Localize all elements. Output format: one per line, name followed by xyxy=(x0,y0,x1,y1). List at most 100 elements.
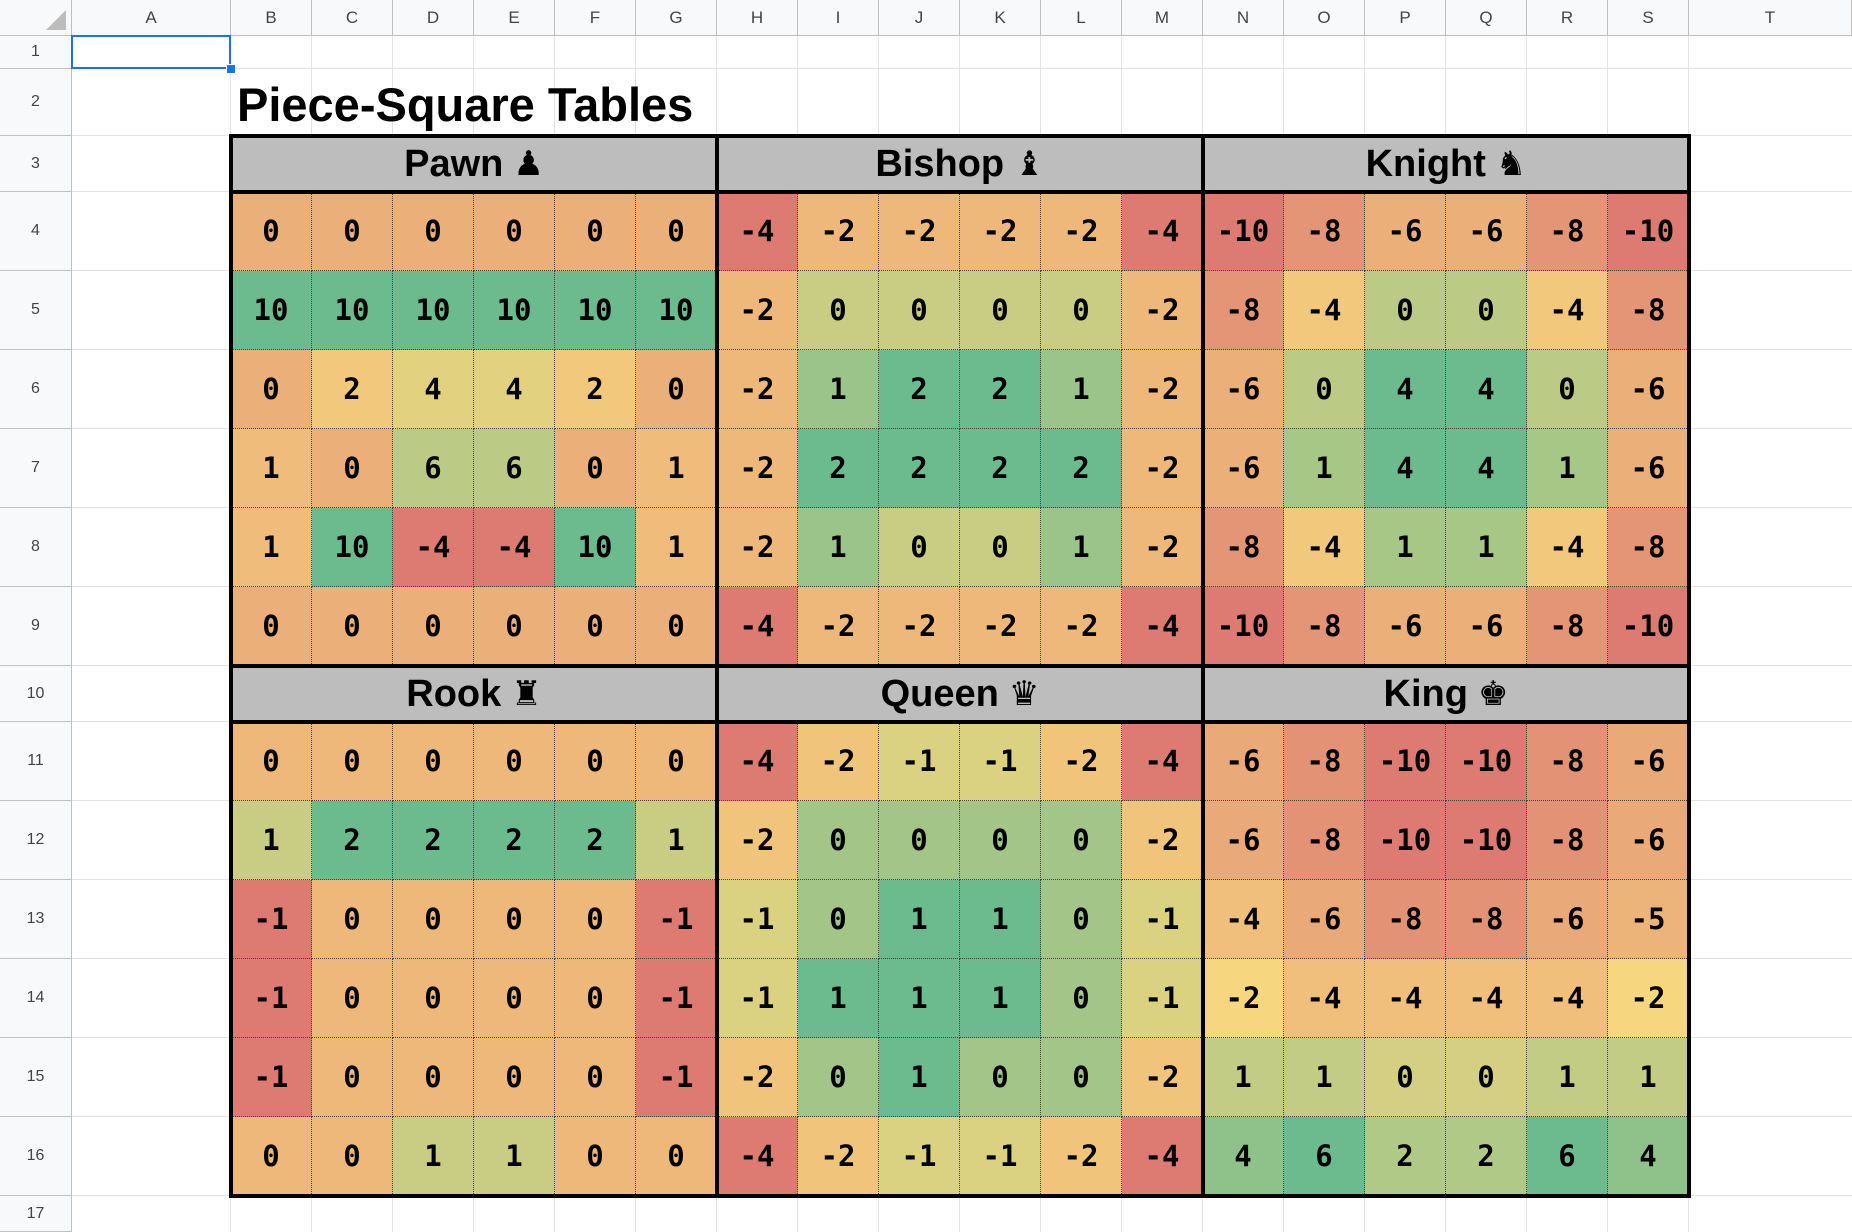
value-cell[interactable]: 2 xyxy=(798,429,879,508)
value-cell[interactable]: 1 xyxy=(474,1117,555,1196)
value-cell[interactable]: 4 xyxy=(1365,350,1446,429)
value-cell[interactable]: 4 xyxy=(1446,350,1527,429)
value-cell[interactable]: -2 xyxy=(798,722,879,801)
value-cell[interactable]: -1 xyxy=(231,959,312,1038)
value-cell[interactable]: 0 xyxy=(474,722,555,801)
value-cell[interactable]: -6 xyxy=(1203,722,1284,801)
row-header-5[interactable]: 5 xyxy=(0,271,72,350)
value-cell[interactable]: -10 xyxy=(1203,192,1284,271)
value-cell[interactable]: 0 xyxy=(798,271,879,350)
value-cell[interactable]: 0 xyxy=(636,722,717,801)
value-cell[interactable]: -1 xyxy=(879,722,960,801)
value-cell[interactable]: -2 xyxy=(960,587,1041,666)
value-cell[interactable]: 0 xyxy=(1041,1038,1122,1117)
value-cell[interactable]: -4 xyxy=(1203,880,1284,959)
value-cell[interactable]: 0 xyxy=(798,1038,879,1117)
column-header-b[interactable]: B xyxy=(231,0,312,36)
column-header-a[interactable]: A xyxy=(72,0,231,36)
value-cell[interactable]: -1 xyxy=(636,959,717,1038)
column-header-r[interactable]: R xyxy=(1527,0,1608,36)
value-cell[interactable]: -10 xyxy=(1608,587,1689,666)
value-cell[interactable]: 1 xyxy=(1284,429,1365,508)
value-cell[interactable]: 2 xyxy=(1041,429,1122,508)
value-cell[interactable]: -6 xyxy=(1608,350,1689,429)
value-cell[interactable]: 2 xyxy=(474,801,555,880)
table-header-bishop[interactable]: Bishop ♝ xyxy=(717,136,1203,192)
value-cell[interactable]: 0 xyxy=(231,192,312,271)
value-cell[interactable]: -2 xyxy=(717,271,798,350)
value-cell[interactable]: 0 xyxy=(312,1038,393,1117)
value-cell[interactable]: 0 xyxy=(555,1117,636,1196)
value-cell[interactable]: -2 xyxy=(717,350,798,429)
value-cell[interactable]: -1 xyxy=(960,722,1041,801)
value-cell[interactable]: 4 xyxy=(393,350,474,429)
value-cell[interactable]: 1 xyxy=(1446,508,1527,587)
column-header-h[interactable]: H xyxy=(717,0,798,36)
value-cell[interactable]: -6 xyxy=(1203,429,1284,508)
value-cell[interactable]: -2 xyxy=(798,587,879,666)
value-cell[interactable]: -4 xyxy=(1527,959,1608,1038)
value-cell[interactable]: 0 xyxy=(798,880,879,959)
value-cell[interactable]: 10 xyxy=(312,271,393,350)
column-header-e[interactable]: E xyxy=(474,0,555,36)
value-cell[interactable]: -4 xyxy=(1284,959,1365,1038)
value-cell[interactable]: 0 xyxy=(636,350,717,429)
value-cell[interactable]: -6 xyxy=(1284,880,1365,959)
value-cell[interactable]: -6 xyxy=(1203,350,1284,429)
value-cell[interactable]: 0 xyxy=(1365,271,1446,350)
value-cell[interactable]: 2 xyxy=(312,350,393,429)
value-cell[interactable]: 10 xyxy=(312,508,393,587)
value-cell[interactable]: -4 xyxy=(717,722,798,801)
value-cell[interactable]: -2 xyxy=(1122,1038,1203,1117)
value-cell[interactable]: 0 xyxy=(960,1038,1041,1117)
value-cell[interactable]: 4 xyxy=(1203,1117,1284,1196)
value-cell[interactable]: 0 xyxy=(555,587,636,666)
value-cell[interactable]: -4 xyxy=(1122,1117,1203,1196)
value-cell[interactable]: -4 xyxy=(717,192,798,271)
value-cell[interactable]: -4 xyxy=(1284,508,1365,587)
active-cell-a1[interactable] xyxy=(71,35,231,69)
value-cell[interactable]: -2 xyxy=(1122,271,1203,350)
column-header-g[interactable]: G xyxy=(636,0,717,36)
value-cell[interactable]: -8 xyxy=(1608,508,1689,587)
value-cell[interactable]: -6 xyxy=(1446,192,1527,271)
value-cell[interactable]: 0 xyxy=(474,880,555,959)
value-cell[interactable]: -8 xyxy=(1203,508,1284,587)
value-cell[interactable]: -2 xyxy=(717,801,798,880)
value-cell[interactable]: -2 xyxy=(1608,959,1689,1038)
value-cell[interactable]: -2 xyxy=(1122,350,1203,429)
value-cell[interactable]: 1 xyxy=(879,880,960,959)
value-cell[interactable]: -4 xyxy=(1527,271,1608,350)
value-cell[interactable]: -1 xyxy=(636,1038,717,1117)
value-cell[interactable]: 1 xyxy=(393,1117,474,1196)
value-cell[interactable]: -6 xyxy=(1365,192,1446,271)
value-cell[interactable]: -6 xyxy=(1203,801,1284,880)
row-header-4[interactable]: 4 xyxy=(0,192,72,271)
value-cell[interactable]: 2 xyxy=(555,801,636,880)
value-cell[interactable]: -6 xyxy=(1365,587,1446,666)
value-cell[interactable]: 2 xyxy=(960,350,1041,429)
value-cell[interactable]: 1 xyxy=(1527,1038,1608,1117)
value-cell[interactable]: 0 xyxy=(555,429,636,508)
value-cell[interactable]: -2 xyxy=(1041,587,1122,666)
value-cell[interactable]: -4 xyxy=(1122,722,1203,801)
column-header-n[interactable]: N xyxy=(1203,0,1284,36)
value-cell[interactable]: -2 xyxy=(1203,959,1284,1038)
value-cell[interactable]: 0 xyxy=(474,587,555,666)
value-cell[interactable]: 2 xyxy=(879,429,960,508)
value-cell[interactable]: -6 xyxy=(1608,801,1689,880)
value-cell[interactable]: -4 xyxy=(717,1117,798,1196)
column-header-m[interactable]: M xyxy=(1122,0,1203,36)
row-header-11[interactable]: 11 xyxy=(0,722,72,801)
column-header-t[interactable]: T xyxy=(1689,0,1852,36)
value-cell[interactable]: -8 xyxy=(1284,722,1365,801)
value-cell[interactable]: -2 xyxy=(879,192,960,271)
value-cell[interactable]: -4 xyxy=(1284,271,1365,350)
value-cell[interactable]: -2 xyxy=(1122,429,1203,508)
column-header-c[interactable]: C xyxy=(312,0,393,36)
value-cell[interactable]: 0 xyxy=(474,959,555,1038)
value-cell[interactable]: 1 xyxy=(1608,1038,1689,1117)
row-header-3[interactable]: 3 xyxy=(0,136,72,192)
value-cell[interactable]: 1 xyxy=(960,959,1041,1038)
value-cell[interactable]: -1 xyxy=(879,1117,960,1196)
